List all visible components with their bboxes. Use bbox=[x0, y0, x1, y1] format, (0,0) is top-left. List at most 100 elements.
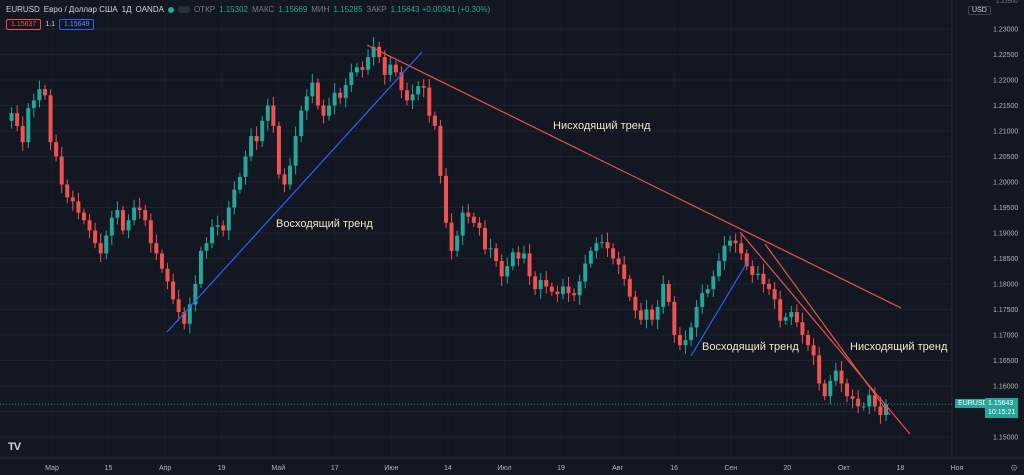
candle-body bbox=[137, 207, 142, 211]
y-tick-label: 1.22500 bbox=[993, 52, 1018, 59]
candle-body bbox=[850, 396, 855, 399]
candle-body bbox=[516, 252, 521, 259]
trend-annotation[interactable]: Восходящий тренд bbox=[702, 341, 799, 353]
candle-body bbox=[549, 286, 554, 292]
candle-body bbox=[772, 289, 777, 300]
settings-icon[interactable]: ⚙ bbox=[1010, 463, 1019, 473]
candle-body bbox=[282, 174, 287, 185]
time-axis[interactable]: Мар 15 Апр 19 Май 17 Июн 14 Июл 19 Авг 16 Сен 20 Окт 18… bbox=[45, 464, 963, 472]
candle-body bbox=[349, 72, 354, 86]
candle-body bbox=[739, 243, 744, 254]
high-label: МАКС bbox=[251, 5, 275, 14]
candle-body bbox=[42, 89, 47, 96]
candle-body bbox=[260, 120, 265, 142]
candle-body bbox=[405, 90, 410, 101]
candle-body bbox=[432, 115, 437, 126]
interval-label: 1Д bbox=[121, 5, 132, 14]
candle-body bbox=[193, 284, 198, 305]
candle-body bbox=[304, 96, 309, 111]
candle-body bbox=[182, 312, 187, 324]
trendline-down[interactable] bbox=[739, 231, 911, 435]
y-tick-label: 1.16000 bbox=[993, 384, 1018, 391]
candle-body bbox=[444, 175, 448, 223]
sell-button[interactable]: 1.15637 bbox=[6, 19, 42, 30]
candle-body bbox=[87, 220, 92, 231]
candle-body bbox=[806, 335, 811, 346]
candle-body bbox=[661, 284, 666, 307]
trend-annotation[interactable]: Нисходящий тренд bbox=[553, 120, 651, 132]
x-tick-label: 19 bbox=[218, 465, 226, 472]
trendline-up[interactable] bbox=[690, 260, 749, 357]
price-symbol-tag: EURUSD bbox=[955, 399, 991, 408]
candle-body bbox=[644, 309, 649, 320]
candle-body bbox=[204, 243, 209, 251]
x-tick-label: Мар bbox=[45, 465, 59, 472]
candle-body bbox=[237, 176, 242, 190]
high-value: 1.15669 bbox=[278, 5, 308, 14]
candle-body bbox=[254, 136, 259, 142]
order-buttons: 1.15637 1.1 1.15649 bbox=[6, 19, 95, 30]
tradingview-logo[interactable]: TV bbox=[8, 441, 21, 453]
candle-body bbox=[622, 264, 627, 279]
candle-body bbox=[399, 72, 404, 91]
candle-body bbox=[187, 304, 192, 324]
candle-body bbox=[845, 383, 850, 397]
candle-body bbox=[872, 395, 877, 407]
chart-legend: EURUSD Евро / Доллар США 1Д OANDA ОТКР 1.… bbox=[6, 5, 490, 14]
last-price-tag: 1.15643 10:15:21 bbox=[985, 398, 1019, 418]
x-tick-label: 14 bbox=[444, 465, 452, 472]
trend-annotation[interactable]: Нисходящий тренд bbox=[850, 341, 948, 353]
price-axis[interactable]: 1.23000 1.22500 1.22000 1.21500 1.21000 1.205… bbox=[993, 0, 1018, 442]
trend-annotation[interactable]: Восходящий тренд bbox=[276, 218, 373, 230]
source-label: OANDA bbox=[135, 5, 164, 14]
candle-body bbox=[70, 197, 75, 202]
y-tick-label-partial: 1.23500 bbox=[996, 0, 1018, 5]
candle-body bbox=[449, 222, 454, 251]
candle-body bbox=[744, 253, 749, 267]
candle-body bbox=[215, 225, 220, 227]
candle-body bbox=[93, 230, 98, 244]
trendline-down[interactable] bbox=[366, 44, 902, 309]
currency-button[interactable]: USD bbox=[968, 6, 991, 15]
last-price-value: 1.15643 bbox=[988, 400, 1014, 407]
candle-body bbox=[711, 276, 716, 290]
candle-body bbox=[460, 212, 465, 236]
candle-body bbox=[794, 312, 799, 323]
candle-body bbox=[65, 184, 70, 198]
symbol-label[interactable]: EURUSD bbox=[6, 5, 40, 14]
candle-body bbox=[767, 284, 772, 290]
candle-body bbox=[778, 299, 783, 321]
y-tick-label: 1.20000 bbox=[993, 180, 1018, 187]
candle-body bbox=[299, 110, 304, 137]
candle-body bbox=[633, 296, 638, 311]
buy-button[interactable]: 1.15649 bbox=[59, 19, 95, 30]
candle-body bbox=[321, 105, 326, 116]
y-tick-label: 1.19500 bbox=[993, 205, 1018, 212]
toggle-icon[interactable] bbox=[177, 6, 190, 13]
open-value: 1.15302 bbox=[219, 5, 248, 14]
candle-body bbox=[221, 225, 226, 231]
candle-body bbox=[310, 82, 315, 97]
x-tick-label: Авг bbox=[612, 465, 623, 472]
candle-body bbox=[20, 125, 25, 143]
trendline-down[interactable] bbox=[764, 243, 891, 416]
candle-body bbox=[750, 266, 755, 275]
candle-body bbox=[638, 310, 643, 320]
candle-body bbox=[577, 281, 582, 296]
trendline-up[interactable] bbox=[166, 51, 423, 333]
low-label: МИН bbox=[311, 5, 330, 14]
trendlines-layer bbox=[0, 44, 952, 435]
x-tick-label: 18 bbox=[897, 465, 905, 472]
candle-body bbox=[555, 291, 560, 295]
x-tick-label: Окт bbox=[838, 465, 851, 472]
candle-body bbox=[249, 136, 254, 157]
x-tick-label: Июл bbox=[497, 465, 511, 472]
close-label: ЗАКР bbox=[366, 5, 387, 14]
candle-body bbox=[689, 327, 694, 341]
chart-grid bbox=[0, 0, 1024, 459]
candle-body bbox=[315, 82, 320, 106]
candle-body bbox=[48, 95, 53, 143]
candle-body bbox=[31, 100, 36, 109]
candle-body bbox=[366, 57, 371, 70]
